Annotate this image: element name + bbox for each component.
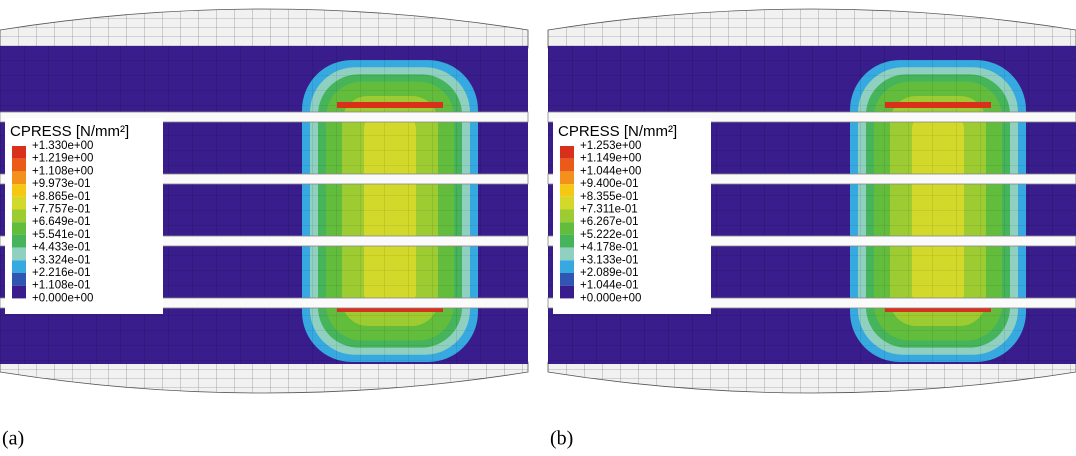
- legend-label: +9.400e-01: [580, 178, 639, 190]
- legend-swatch: [560, 286, 574, 299]
- legend-swatch: [12, 159, 26, 172]
- legend-label: +1.219e+00: [32, 153, 93, 165]
- legend-label: +1.108e-01: [32, 280, 91, 292]
- legend-swatch: [560, 197, 574, 210]
- legend-label: +8.865e-01: [32, 191, 91, 203]
- legend-label: +7.311e-01: [580, 204, 638, 216]
- legend-title: CPRESS [N/mm²]: [10, 123, 129, 140]
- legend-label: +4.433e-01: [32, 242, 91, 254]
- legend-swatch: [560, 248, 574, 261]
- legend-label: +2.089e-01: [580, 267, 639, 279]
- legend-swatch: [560, 235, 574, 248]
- legend-label: +9.973e-01: [32, 178, 91, 190]
- caption: (a): [2, 428, 24, 450]
- mesh-top: [548, 9, 1076, 48]
- legend-label: +1.149e+00: [580, 153, 641, 165]
- legend-title: CPRESS [N/mm²]: [558, 123, 677, 140]
- legend-swatch: [12, 235, 26, 248]
- mesh-bottom: [0, 362, 528, 393]
- legend-label: +0.000e+00: [32, 292, 93, 304]
- legend-label: +6.649e-01: [32, 216, 91, 228]
- legend-swatch: [12, 286, 26, 299]
- legend-label: +8.355e-01: [580, 191, 639, 203]
- legend-swatch: [12, 197, 26, 210]
- legend-swatch: [560, 184, 574, 197]
- panel: CPRESS [N/mm²]+1.253e+00+1.149e+00+1.044…: [548, 9, 1076, 450]
- peak-zone: [885, 102, 991, 108]
- legend-swatch: [12, 248, 26, 261]
- legend-swatch: [560, 159, 574, 172]
- legend-label: +6.267e-01: [580, 216, 639, 228]
- legend-label: +1.330e+00: [32, 140, 93, 152]
- legend-label: +1.044e+00: [580, 165, 641, 177]
- legend-label: +4.178e-01: [580, 242, 639, 254]
- legend-swatch: [560, 171, 574, 184]
- legend-swatch: [12, 171, 26, 184]
- legend-label: +5.541e-01: [32, 229, 91, 241]
- peak-zone: [337, 102, 443, 108]
- legend-swatch: [12, 260, 26, 273]
- legend-swatch: [560, 210, 574, 223]
- figure: CPRESS [N/mm²]+1.330e+00+1.219e+00+1.108…: [0, 0, 1076, 456]
- legend-label: +3.324e-01: [32, 254, 91, 266]
- legend-label: +1.044e-01: [580, 280, 639, 292]
- mesh-bottom: [548, 362, 1076, 393]
- panel: CPRESS [N/mm²]+1.330e+00+1.219e+00+1.108…: [0, 9, 528, 450]
- caption: (b): [550, 428, 573, 450]
- mesh-top: [0, 9, 528, 48]
- legend-swatch: [12, 273, 26, 286]
- legend-label: +1.108e+00: [32, 165, 93, 177]
- legend-label: +5.222e-01: [580, 229, 639, 241]
- legend-swatch: [12, 222, 26, 235]
- legend-label: +3.133e-01: [580, 254, 639, 266]
- legend-swatch: [560, 146, 574, 159]
- legend-swatch: [12, 146, 26, 159]
- legend-swatch: [560, 222, 574, 235]
- legend-swatch: [560, 273, 574, 286]
- legend-label: +1.253e+00: [580, 140, 641, 152]
- legend-label: +2.216e-01: [32, 267, 91, 279]
- legend-swatch: [560, 260, 574, 273]
- legend-swatch: [12, 210, 26, 223]
- legend-label: +7.757e-01: [32, 204, 91, 216]
- legend-label: +0.000e+00: [580, 292, 641, 304]
- legend-swatch: [12, 184, 26, 197]
